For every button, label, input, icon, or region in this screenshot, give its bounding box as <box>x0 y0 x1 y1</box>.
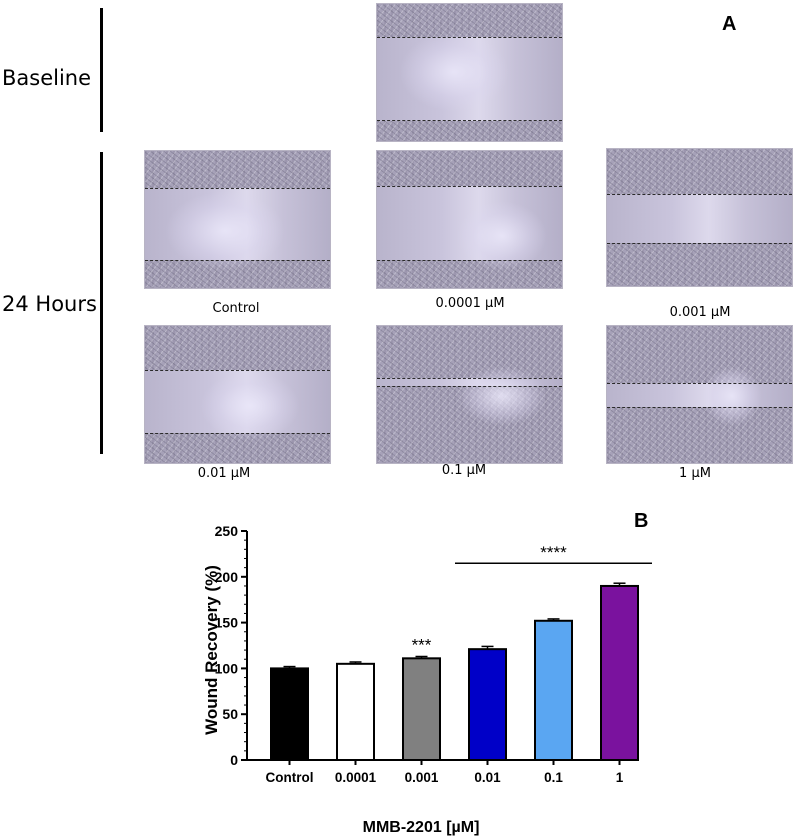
y-axis-label: Wound Recovery (%) <box>202 565 221 735</box>
bar-0.0001 <box>336 662 375 762</box>
chart-bars: ******* <box>270 543 652 762</box>
chart-axes: 0 50 100 150 200 250 Control 0.0001 0.001 0.01 0.1… <box>215 523 634 785</box>
y-tick-label-200: 200 <box>215 569 239 585</box>
0-001-caption: 0.001 µM <box>669 305 731 320</box>
control-micrograph <box>144 150 331 289</box>
x-tick-label-0.01: 0.01 <box>474 770 501 785</box>
control-caption: Control <box>212 301 260 316</box>
x-tick-label-Control: Control <box>266 770 314 785</box>
x-tick-label-0.1: 0.1 <box>544 770 563 785</box>
y-tick-label-100: 100 <box>215 660 239 676</box>
bar-0.01 <box>468 648 507 761</box>
baseline-label: Baseline <box>2 66 92 90</box>
24-hours-label: 24 Hours <box>2 292 97 316</box>
y-tick-label-0: 0 <box>230 752 238 768</box>
0-0001-caption: 0.0001 µM <box>435 296 505 311</box>
x-tick-label-1: 1 <box>616 770 624 785</box>
significance-marker: *** <box>412 635 432 654</box>
y-tick-label-150: 150 <box>215 615 239 631</box>
bar-1 <box>600 584 639 762</box>
0-1-caption: 0.1 µM <box>441 463 487 478</box>
hours-divider-line <box>100 152 103 454</box>
0-0001-micrograph <box>376 150 563 289</box>
0-01-micrograph <box>144 325 331 464</box>
y-tick-label-250: 250 <box>215 523 239 539</box>
panel-a-letter: A <box>722 13 737 35</box>
1-caption: 1 µM <box>679 466 711 481</box>
significance-marker: **** <box>540 543 567 562</box>
baseline-divider-line <box>100 8 103 132</box>
0-01-caption: 0.01 µM <box>197 466 251 481</box>
bar-0.1 <box>534 619 573 761</box>
bar-Control <box>270 667 309 762</box>
0-1-micrograph <box>376 325 563 464</box>
x-axis-label: MMB-2201 [µM] <box>363 819 480 836</box>
0-001-micrograph <box>606 148 793 287</box>
x-tick-label-0.001: 0.001 <box>405 770 439 785</box>
baseline-micrograph <box>376 3 563 142</box>
panel-b-letter: B <box>634 510 649 532</box>
1-micrograph <box>606 325 793 464</box>
bar-0.001 <box>402 657 441 761</box>
x-tick-label-0.0001: 0.0001 <box>335 770 377 785</box>
y-tick-label-50: 50 <box>222 706 238 722</box>
